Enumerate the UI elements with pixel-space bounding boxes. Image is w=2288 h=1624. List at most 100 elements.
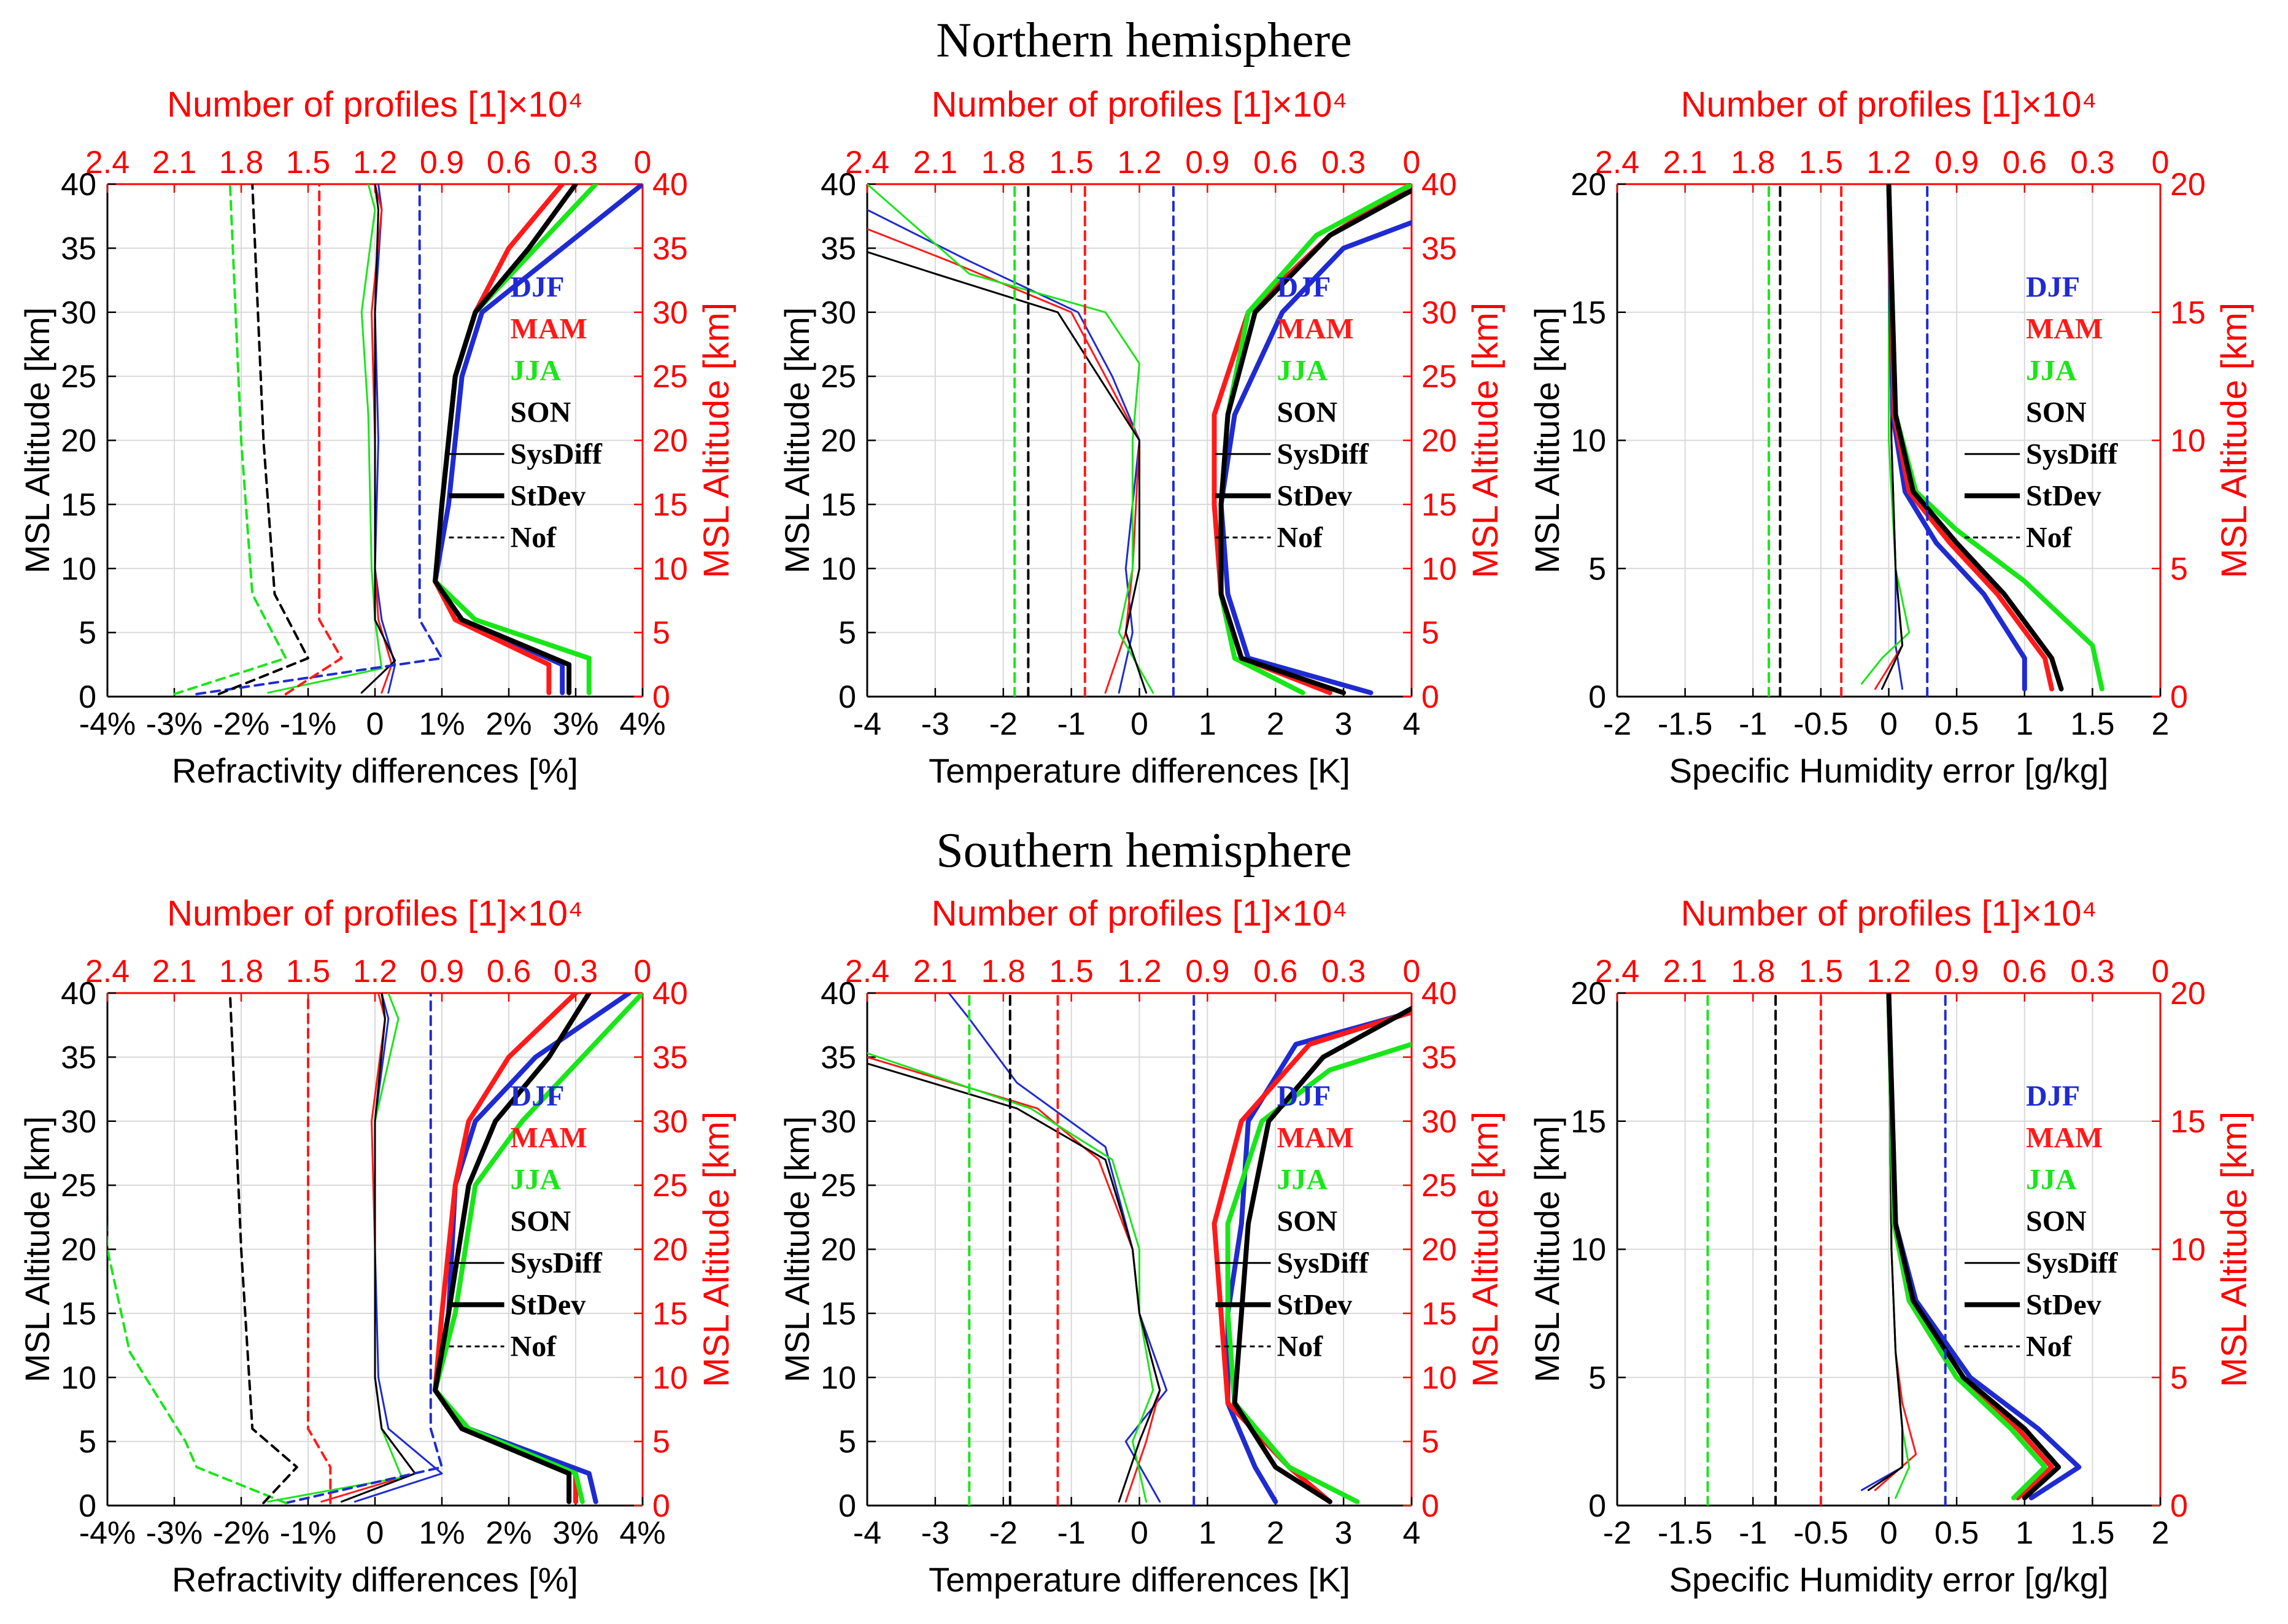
legend-style-stdev: StDev <box>1277 480 1353 512</box>
series-jja-stdev <box>1886 993 2047 1501</box>
x-tick-label: -1% <box>280 706 336 742</box>
series-djf-sysdiff <box>354 993 443 1503</box>
top-tick-label: 0.3 <box>2070 954 2114 989</box>
panel-north-humidity: -2 -1.5 -1 -0.5 0 0.5 1 1.5 205101520051015202.4… <box>1528 85 2254 790</box>
top-tick-label: 2.4 <box>845 145 889 180</box>
right-tick-label: 15 <box>652 1296 688 1332</box>
right-tick-label: 0 <box>2170 1488 2188 1524</box>
x-tick-label: -4 <box>853 1515 881 1551</box>
top-tick-label: 2.1 <box>913 145 957 180</box>
x-axis-title: Temperature differences [K] <box>929 1560 1350 1599</box>
x-tick-label: 0.5 <box>1934 1515 1979 1551</box>
legend-season-son: SON <box>511 396 571 429</box>
legend-season-djf: DJF <box>2026 1080 2080 1113</box>
right-tick-label: 25 <box>1421 359 1457 395</box>
panel-north-temperature: -4 -3 -2 -1 0 1 2 3 4051015202530354005101520253… <box>778 85 1505 790</box>
top-tick-label: 2.4 <box>85 954 129 989</box>
legend-season-mam: MAM <box>1277 313 1354 346</box>
right-tick-label: 0 <box>652 679 670 715</box>
series-djf-stdev <box>1886 993 2082 1501</box>
series-jja-sysdiff <box>1860 184 1911 685</box>
y-tick-label: 40 <box>61 976 96 1011</box>
legend: DJF MAM JJA SON SysDiff StDev Nof <box>449 1080 603 1363</box>
legend-style-nof: Nof <box>1277 522 1324 554</box>
top-axis-title: Number of profiles [1]×10⁴ <box>932 894 1348 934</box>
top-tick-label: 0.3 <box>1321 954 1366 989</box>
top-tick-label: 0.9 <box>1934 145 1979 180</box>
series-son-sysdiff <box>1867 993 1904 1491</box>
y-tick-label: 15 <box>821 1296 856 1332</box>
legend-style-sysdiff: SysDiff <box>2026 438 2118 471</box>
x-tick-label: -4% <box>79 706 136 742</box>
right-tick-label: 35 <box>1421 1040 1457 1075</box>
legend-style-stdev: StDev <box>511 1289 586 1321</box>
top-tick-label: 0.9 <box>420 145 464 180</box>
series-djf-stdev <box>1218 220 1412 695</box>
x-tick-label: 3 <box>1335 706 1353 742</box>
legend-season-jja: JJA <box>1277 355 1328 387</box>
y-tick-label: 30 <box>61 1104 96 1140</box>
series-son-sysdiff <box>360 184 396 694</box>
x-tick-label: 0 <box>1130 706 1148 742</box>
top-tick-label: 1.8 <box>1731 954 1775 989</box>
top-tick-label: 2.4 <box>1595 954 1639 989</box>
top-tick-label: 1.5 <box>286 145 330 180</box>
right-tick-label: 25 <box>1421 1168 1457 1204</box>
right-tick-label: 30 <box>652 1104 688 1140</box>
x-tick-label: -1 <box>1057 1515 1086 1551</box>
top-tick-label: 1.5 <box>1799 954 1843 989</box>
x-axis-title: Refractivity differences [%] <box>172 1560 578 1599</box>
series-djf-stdev <box>1225 1010 1412 1504</box>
legend-season-jja: JJA <box>1277 1164 1328 1196</box>
top-tick-label: 1.2 <box>1866 954 1911 989</box>
y-tick-label: 10 <box>1571 1232 1606 1268</box>
legend-season-djf: DJF <box>2026 271 2080 304</box>
top-tick-label: 0 <box>634 954 652 989</box>
right-tick-label: 20 <box>1421 423 1457 459</box>
series-son-stdev <box>1218 188 1412 695</box>
right-tick-label: 10 <box>2170 1232 2206 1268</box>
y-tick-label: 5 <box>79 1425 96 1460</box>
right-tick-label: 20 <box>1421 1232 1457 1268</box>
series-mam-nof <box>284 184 343 695</box>
right-tick-label: 15 <box>2170 295 2206 331</box>
y-tick-label: 0 <box>838 679 856 715</box>
right-tick-label: 10 <box>652 551 688 587</box>
y-tick-label: 25 <box>821 1168 856 1204</box>
right-axis-title: MSL Altitude [km] <box>1466 1112 1505 1387</box>
y-tick-label: 5 <box>79 616 96 651</box>
series-mam-sysdiff <box>867 1056 1161 1503</box>
x-tick-label: -4 <box>853 706 881 742</box>
right-tick-label: 0 <box>2170 679 2188 715</box>
top-tick-label: 1.8 <box>219 954 263 989</box>
x-tick-label: -3 <box>921 706 949 742</box>
y-tick-label: 30 <box>821 295 856 331</box>
y-tick-label: 25 <box>61 1168 96 1204</box>
top-tick-label: 1.5 <box>1799 145 1843 180</box>
right-tick-label: 10 <box>1421 551 1457 587</box>
y-tick-label: 0 <box>838 1488 856 1524</box>
y-tick-label: 15 <box>61 1296 96 1332</box>
panel-south-temperature: -4 -3 -2 -1 0 1 2 3 4051015202530354005101520253… <box>778 894 1505 1599</box>
y-axis-title: MSL Altitude [km] <box>1528 307 1566 574</box>
right-tick-label: 10 <box>1421 1360 1457 1396</box>
legend-style-sysdiff: SysDiff <box>2026 1247 2118 1280</box>
right-tick-label: 5 <box>1421 616 1439 651</box>
y-axis-title: MSL Altitude [km] <box>778 307 816 574</box>
y-tick-label: 5 <box>1588 551 1606 587</box>
x-tick-label: 4% <box>619 1515 665 1551</box>
x-tick-label: 0.5 <box>1934 706 1979 742</box>
series-son-stdev <box>433 993 592 1504</box>
x-tick-label: -0.5 <box>1793 706 1849 742</box>
x-tick-label: 3% <box>552 1515 598 1551</box>
x-tick-label: 4 <box>1403 1515 1421 1551</box>
legend-style-sysdiff: SysDiff <box>511 438 603 471</box>
legend-style-stdev: StDev <box>2026 1289 2101 1321</box>
x-tick-label: -0.5 <box>1793 1515 1849 1551</box>
legend-season-mam: MAM <box>2026 313 2103 346</box>
y-tick-label: 20 <box>1571 976 1606 1011</box>
top-tick-label: 0.3 <box>1321 145 1366 180</box>
top-axis-title: Number of profiles [1]×10⁴ <box>167 894 583 934</box>
y-tick-label: 25 <box>821 359 856 395</box>
